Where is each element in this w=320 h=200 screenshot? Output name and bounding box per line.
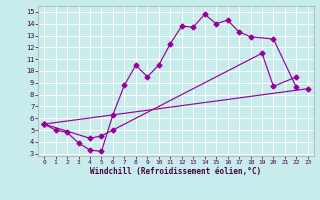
X-axis label: Windchill (Refroidissement éolien,°C): Windchill (Refroidissement éolien,°C) [91,167,261,176]
